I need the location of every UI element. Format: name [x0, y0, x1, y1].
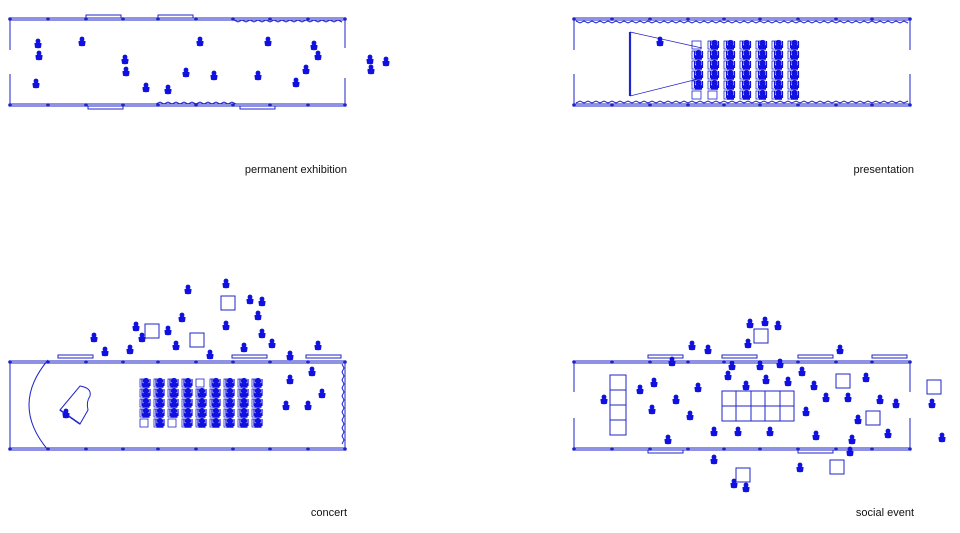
seated-person-icon	[253, 417, 263, 428]
chair-icon	[691, 40, 702, 50]
grand-piano-icon	[59, 385, 91, 425]
seated-person-icon	[211, 377, 221, 388]
plan-caption-presentation: presentation	[853, 164, 914, 176]
seated-person-icon	[141, 377, 151, 388]
seated-person-icon	[211, 397, 221, 408]
seated-person-icon	[169, 377, 179, 388]
seated-person-icon	[141, 387, 151, 398]
seated-person-icon	[225, 397, 235, 408]
seated-person-icon	[197, 417, 207, 428]
seated-person-icon	[225, 387, 235, 398]
chair-icon	[691, 90, 702, 100]
seated-person-icon	[239, 387, 249, 398]
seated-person-icon	[211, 387, 221, 398]
seated-person-icon	[183, 377, 193, 388]
seated-person-icon	[253, 377, 263, 388]
seated-person-icon	[183, 417, 193, 428]
plan-presentation	[572, 17, 912, 107]
seated-person-icon	[197, 397, 207, 408]
chair-icon	[139, 418, 149, 428]
seated-person-icon	[239, 407, 249, 418]
seated-person-icon	[155, 387, 165, 398]
plan-permanent-exhibition	[8, 14, 390, 110]
plan-concert	[8, 278, 347, 451]
seated-person-icon	[141, 407, 151, 418]
seated-person-icon	[155, 417, 165, 428]
seated-person-icon	[253, 407, 263, 418]
plan-social-event	[572, 316, 946, 493]
chair-icon	[707, 90, 718, 100]
seated-person-icon	[169, 397, 179, 408]
chair-icon	[195, 378, 205, 388]
plan-caption-social-event: social event	[855, 507, 914, 519]
seated-person-icon	[239, 417, 249, 428]
seated-person-icon	[183, 387, 193, 398]
seated-person-icon	[253, 387, 263, 398]
chair-icon	[167, 418, 177, 428]
seated-person-icon	[239, 397, 249, 408]
seated-person-icon	[169, 387, 179, 398]
seated-person-icon	[169, 407, 179, 418]
seated-person-icon	[225, 407, 235, 418]
seated-person-icon	[253, 397, 263, 408]
seated-person-icon	[183, 397, 193, 408]
seated-person-icon	[211, 417, 221, 428]
seated-person-icon	[155, 377, 165, 388]
seated-person-icon	[211, 407, 221, 418]
seated-person-icon	[141, 397, 151, 408]
seated-person-icon	[197, 407, 207, 418]
seated-person-icon	[197, 387, 207, 398]
seated-person-icon	[155, 407, 165, 418]
seated-person-icon	[183, 407, 193, 418]
seated-person-icon	[155, 397, 165, 408]
seated-person-icon	[239, 377, 249, 388]
plan-caption-concert: concert	[310, 507, 347, 519]
plan-caption-permanent-exhibition: permanent exhibition	[244, 164, 347, 176]
seated-person-icon	[225, 417, 235, 428]
seated-person-icon	[225, 377, 235, 388]
